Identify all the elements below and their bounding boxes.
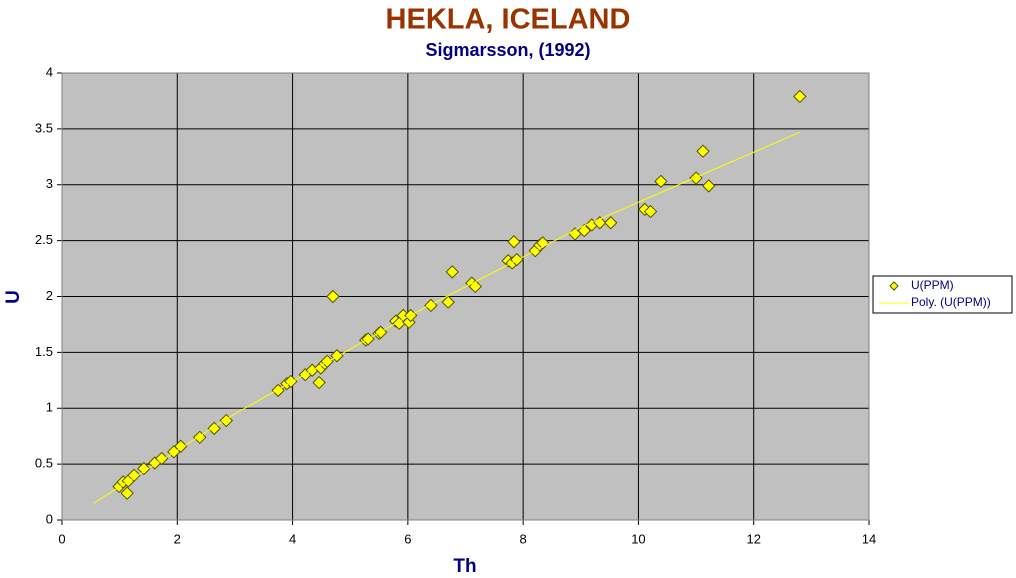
point	[702, 179, 716, 193]
chart-subtitle: Sigmarsson, (1992)	[425, 40, 590, 60]
point	[577, 223, 591, 238]
point	[689, 171, 703, 185]
y-tick-label: 2.5	[35, 232, 53, 247]
point	[654, 174, 668, 189]
chart-title: HEKLA, ICELAND	[386, 4, 631, 36]
point	[510, 252, 524, 267]
point	[271, 383, 285, 398]
x-tick-label: 2	[174, 531, 181, 546]
plot-border	[61, 72, 870, 521]
point	[793, 89, 807, 104]
point	[155, 451, 169, 466]
y-tick-label: 2	[46, 288, 53, 303]
x-tick-label: 6	[404, 531, 411, 546]
x-tick-label: 0	[58, 531, 65, 546]
point	[174, 439, 188, 453]
legend-swatch	[889, 281, 899, 291]
x-tick-label: 14	[862, 531, 876, 546]
point	[284, 374, 298, 389]
y-tick-label: 3	[46, 176, 53, 191]
x-axis-label: Th	[453, 556, 476, 577]
x-tick-label: 8	[520, 531, 527, 546]
legend-label: Poly. (U(PPM))	[911, 295, 991, 309]
point	[441, 295, 455, 309]
y-tick-label: 0	[46, 511, 53, 526]
point	[127, 468, 141, 483]
point	[424, 298, 438, 313]
x-tick-label: 10	[631, 531, 645, 546]
point	[643, 204, 658, 219]
point	[120, 486, 134, 500]
point	[137, 461, 151, 476]
y-axis-label: U	[3, 290, 24, 304]
point	[507, 235, 521, 249]
point	[326, 289, 340, 304]
x-tick-label: 4	[289, 531, 296, 546]
point	[604, 216, 618, 230]
x-tick-label: 12	[746, 531, 760, 546]
point	[696, 144, 710, 158]
y-tick-label: 1.5	[35, 344, 53, 359]
trendline	[93, 131, 801, 504]
legend-box	[872, 275, 1013, 314]
y-tick-label: 0.5	[35, 456, 53, 471]
legend-label: U(PPM)	[911, 278, 954, 292]
point	[445, 265, 459, 279]
y-tick-label: 4	[46, 64, 53, 79]
y-tick-label: 1	[46, 400, 53, 415]
point	[312, 375, 326, 390]
y-tick-label: 3.5	[35, 120, 53, 135]
